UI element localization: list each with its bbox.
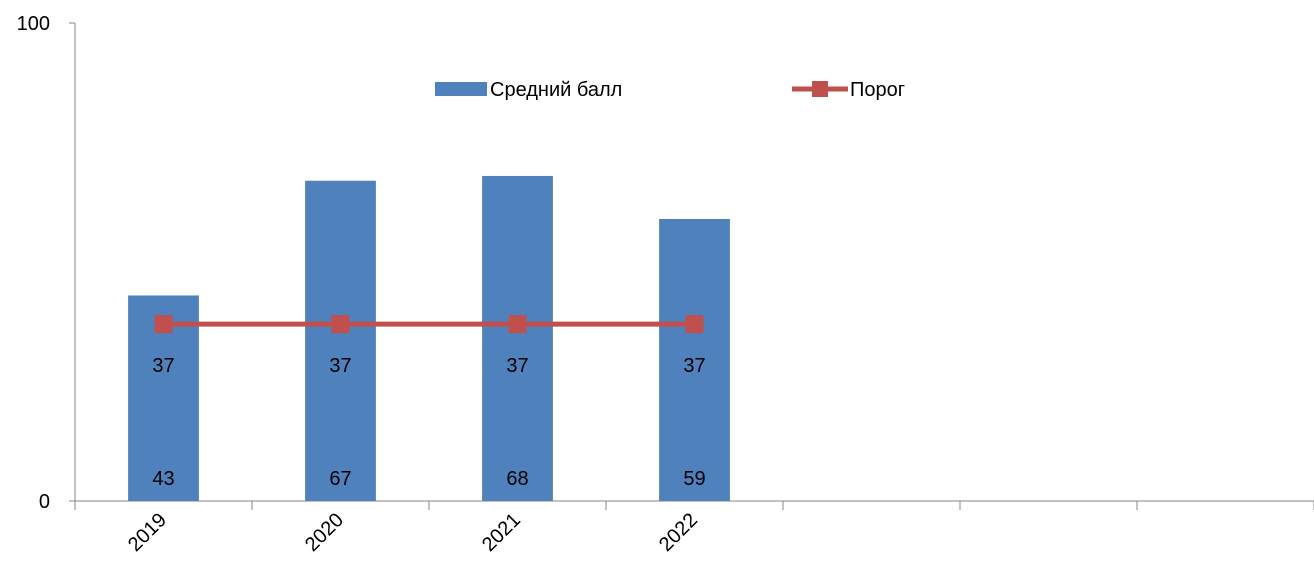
x-tick-label: 2022 [655, 509, 702, 556]
y-ticks: 0 100 [17, 13, 75, 513]
y-tick-label: 0 [39, 491, 50, 513]
threshold-value-label: 37 [152, 355, 174, 377]
y-tick-label: 100 [17, 13, 50, 35]
threshold-value-label: 37 [506, 355, 528, 377]
x-tick-label: 2021 [478, 509, 525, 556]
bar-2020 [305, 180, 376, 502]
bar-value-label: 43 [152, 468, 174, 490]
data-labels: 43 67 68 59 37 37 37 37 [152, 355, 705, 490]
bar-value-label: 67 [329, 468, 351, 490]
bar-value-label: 59 [683, 468, 705, 490]
threshold-marker [331, 315, 350, 334]
x-tick-label: 2020 [301, 509, 348, 556]
legend: Средний балл Порог [435, 79, 905, 101]
threshold-marker [685, 315, 704, 334]
x-labels: 2019 2020 2021 2022 [124, 509, 702, 556]
legend-label-line: Порог [850, 79, 905, 101]
legend-swatch-bar [435, 82, 487, 96]
x-ticks [74, 501, 1314, 510]
legend-swatch-marker [812, 81, 828, 97]
legend-label-bar: Средний балл [490, 79, 622, 101]
bar-2021 [482, 175, 553, 501]
x-tick-label: 2019 [124, 509, 171, 556]
bar-value-label: 68 [506, 468, 528, 490]
threshold-marker [508, 315, 527, 334]
threshold-value-label: 37 [683, 355, 705, 377]
bar-2022 [659, 218, 730, 502]
threshold-marker [154, 315, 173, 334]
threshold-value-label: 37 [329, 355, 351, 377]
line-series [154, 315, 704, 334]
bars [128, 175, 730, 502]
